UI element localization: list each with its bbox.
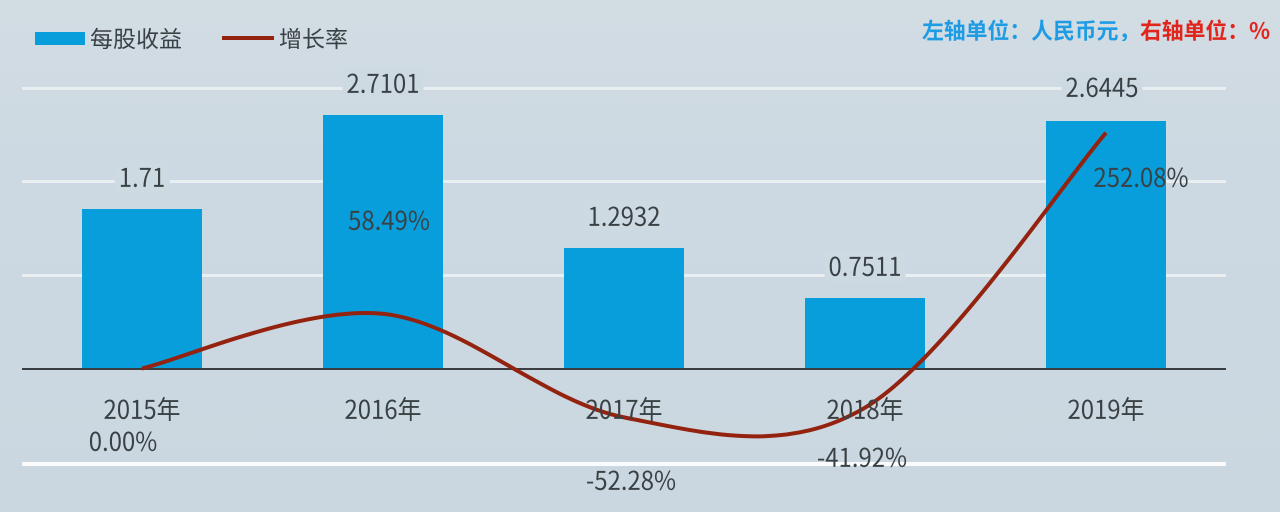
bar-value-label [583, 200, 665, 231]
category-label [345, 396, 422, 422]
category-label [104, 396, 181, 422]
bar-value-label [1061, 72, 1143, 103]
gridline [22, 86, 1226, 90]
legend-line-swatch [222, 36, 274, 40]
category-label [827, 396, 904, 422]
category-label [1068, 396, 1145, 422]
line-value-label [816, 444, 906, 470]
left-axis-unit-text [922, 19, 1140, 42]
line-value-label [89, 428, 158, 454]
right-axis-unit-text [1140, 19, 1270, 42]
legend-line-series-label [279, 27, 348, 50]
bar-2017年 [564, 247, 684, 369]
gridline [22, 462, 1226, 466]
legend-bar-swatch [35, 31, 85, 45]
category-label [586, 396, 663, 422]
bar-2018年 [805, 298, 925, 369]
bar-value-label [824, 251, 906, 282]
line-value-label [585, 467, 675, 493]
legend-bar-series-label [90, 27, 182, 50]
line-value-label [1093, 164, 1188, 190]
line-value-label [348, 207, 430, 233]
bar-2016年 [323, 115, 443, 369]
x-axis-line [22, 367, 1226, 370]
bar-value-label [114, 161, 170, 192]
bar-value-label [342, 68, 424, 99]
bar-2019年 [1046, 121, 1166, 369]
bar-2015年 [82, 208, 202, 369]
